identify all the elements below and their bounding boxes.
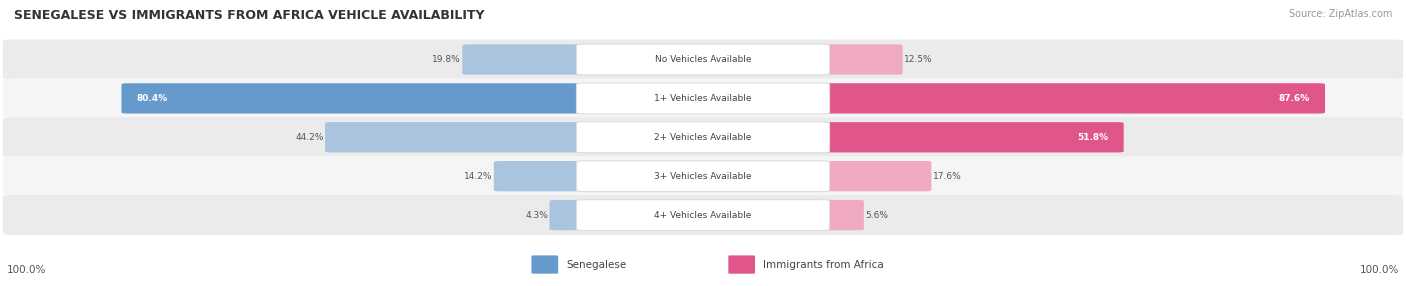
FancyBboxPatch shape — [821, 44, 903, 75]
FancyBboxPatch shape — [576, 44, 830, 75]
FancyBboxPatch shape — [3, 117, 1403, 157]
Text: Immigrants from Africa: Immigrants from Africa — [763, 260, 884, 269]
FancyBboxPatch shape — [325, 122, 585, 152]
Text: 12.5%: 12.5% — [904, 55, 932, 64]
Text: 3+ Vehicles Available: 3+ Vehicles Available — [654, 172, 752, 181]
Text: 5.6%: 5.6% — [865, 210, 889, 220]
Text: Source: ZipAtlas.com: Source: ZipAtlas.com — [1288, 9, 1392, 19]
Text: 2+ Vehicles Available: 2+ Vehicles Available — [654, 133, 752, 142]
Text: No Vehicles Available: No Vehicles Available — [655, 55, 751, 64]
Text: 100.0%: 100.0% — [7, 265, 46, 275]
FancyBboxPatch shape — [494, 161, 585, 191]
FancyBboxPatch shape — [3, 195, 1403, 235]
Text: Senegalese: Senegalese — [567, 260, 627, 269]
Text: 51.8%: 51.8% — [1077, 133, 1108, 142]
FancyBboxPatch shape — [576, 83, 830, 114]
Text: 4+ Vehicles Available: 4+ Vehicles Available — [654, 210, 752, 220]
FancyBboxPatch shape — [121, 83, 585, 114]
FancyBboxPatch shape — [576, 200, 830, 231]
Text: 14.2%: 14.2% — [464, 172, 492, 181]
FancyBboxPatch shape — [821, 83, 1324, 114]
Text: 1+ Vehicles Available: 1+ Vehicles Available — [654, 94, 752, 103]
Text: 19.8%: 19.8% — [432, 55, 461, 64]
Text: 44.2%: 44.2% — [295, 133, 323, 142]
FancyBboxPatch shape — [821, 122, 1123, 152]
Text: 87.6%: 87.6% — [1278, 94, 1309, 103]
FancyBboxPatch shape — [576, 122, 830, 153]
FancyBboxPatch shape — [821, 161, 931, 191]
Text: 4.3%: 4.3% — [526, 210, 548, 220]
FancyBboxPatch shape — [576, 161, 830, 192]
FancyBboxPatch shape — [3, 78, 1403, 118]
Text: 100.0%: 100.0% — [1360, 265, 1399, 275]
FancyBboxPatch shape — [550, 200, 585, 230]
FancyBboxPatch shape — [821, 200, 863, 230]
Text: 80.4%: 80.4% — [136, 94, 169, 103]
FancyBboxPatch shape — [3, 156, 1403, 196]
Text: 17.6%: 17.6% — [932, 172, 962, 181]
FancyBboxPatch shape — [463, 44, 585, 75]
FancyBboxPatch shape — [728, 255, 755, 274]
Text: SENEGALESE VS IMMIGRANTS FROM AFRICA VEHICLE AVAILABILITY: SENEGALESE VS IMMIGRANTS FROM AFRICA VEH… — [14, 9, 485, 21]
FancyBboxPatch shape — [3, 39, 1403, 80]
FancyBboxPatch shape — [531, 255, 558, 274]
